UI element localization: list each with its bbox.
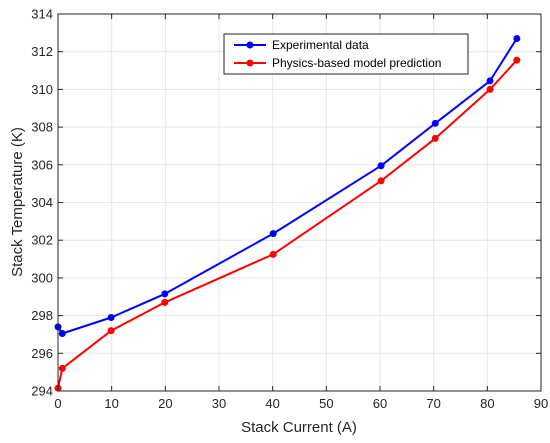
y-tick-label: 298 xyxy=(31,308,53,323)
legend-box xyxy=(223,33,469,75)
series-layer xyxy=(54,35,521,392)
ticks: 0 10 20 30 40 50 60 70 80 90 294 296 298 300 302 304 306… xyxy=(31,7,548,412)
y-tick-label: 312 xyxy=(31,44,53,59)
data-point-model xyxy=(58,364,66,372)
legend-marker-experimental xyxy=(246,41,254,49)
legend: Experimental data Physics-based model pr… xyxy=(223,33,469,75)
data-point-model xyxy=(107,327,115,335)
x-tick-label: 50 xyxy=(319,396,333,411)
data-point-experimental xyxy=(58,330,66,338)
data-point-experimental xyxy=(486,77,494,85)
x-tick-label: 10 xyxy=(104,396,118,411)
data-point-experimental xyxy=(431,119,439,127)
legend-label-model: Physics-based model prediction xyxy=(272,56,441,70)
data-point-experimental xyxy=(269,230,277,238)
legend-label-experimental: Experimental data xyxy=(272,38,369,52)
y-tick-label: 296 xyxy=(31,346,53,361)
data-point-model xyxy=(161,298,169,306)
data-point-model xyxy=(486,85,494,93)
x-tick-label: 60 xyxy=(373,396,387,411)
x-tick-label: 30 xyxy=(212,396,226,411)
data-point-model xyxy=(269,250,277,258)
data-point-experimental xyxy=(513,35,521,43)
y-tick-label: 306 xyxy=(31,157,53,172)
x-tick-label: 90 xyxy=(534,396,548,411)
x-tick-label: 70 xyxy=(426,396,440,411)
y-axis-label: Stack Temperature (K) xyxy=(9,127,26,277)
y-tick-label: 302 xyxy=(31,233,53,248)
x-tick-label: 80 xyxy=(480,396,494,411)
y-tick-label: 304 xyxy=(31,195,53,210)
y-tick-label: 308 xyxy=(31,120,53,135)
data-point-experimental xyxy=(377,162,385,170)
y-tick-label: 294 xyxy=(31,384,53,399)
y-tick-label: 314 xyxy=(31,7,53,22)
data-point-experimental xyxy=(107,313,115,321)
y-tick-label: 310 xyxy=(31,82,53,97)
data-point-model xyxy=(377,177,385,185)
y-tick-label: 300 xyxy=(31,270,53,285)
data-point-experimental xyxy=(161,290,169,298)
x-axis-label: Stack Current (A) xyxy=(241,419,357,436)
x-tick-label: 0 xyxy=(54,396,61,411)
x-tick-label: 20 xyxy=(158,396,172,411)
x-tick-label: 40 xyxy=(265,396,279,411)
data-point-model xyxy=(513,56,521,64)
data-point-model xyxy=(431,134,439,142)
legend-marker-model xyxy=(246,59,254,67)
